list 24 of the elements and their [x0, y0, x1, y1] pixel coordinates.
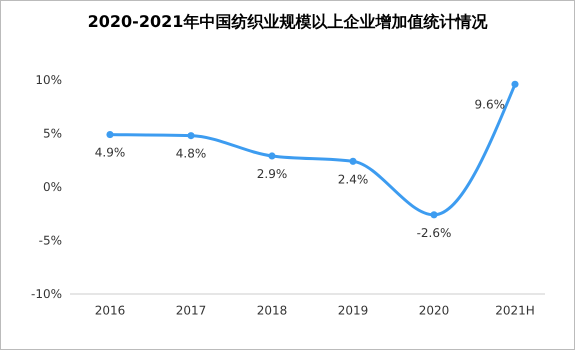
- chart-title: 2020-2021年中国纺织业规模以上企业增加值统计情况: [88, 12, 488, 31]
- x-tick-label: 2021H: [495, 304, 535, 318]
- point: [268, 152, 276, 160]
- data-label: 9.6%: [474, 97, 505, 112]
- y-tick-label: -5%: [38, 233, 62, 248]
- x-tick-label: 2016: [94, 304, 126, 318]
- data-label: 4.8%: [176, 146, 206, 161]
- point: [511, 80, 519, 88]
- point: [349, 158, 357, 165]
- y-tick-label: 5%: [42, 126, 62, 140]
- data-label: 4.9%: [94, 146, 126, 160]
- point: [187, 132, 195, 140]
- y-tick-label: 0%: [42, 180, 62, 194]
- x-tick-label: 2017: [176, 304, 206, 318]
- x-tick-label: 2020: [418, 304, 450, 318]
- point: [106, 131, 114, 138]
- y-tick-label: -10%: [30, 286, 62, 301]
- y-tick-label: 10%: [35, 72, 62, 87]
- data-label: -2.6%: [416, 226, 452, 240]
- data-label: 2.4%: [338, 172, 368, 186]
- x-tick-label: 2018: [256, 304, 288, 318]
- x-tick-label: 2019: [338, 304, 368, 318]
- point: [430, 211, 438, 218]
- data-label: 2.9%: [256, 166, 288, 181]
